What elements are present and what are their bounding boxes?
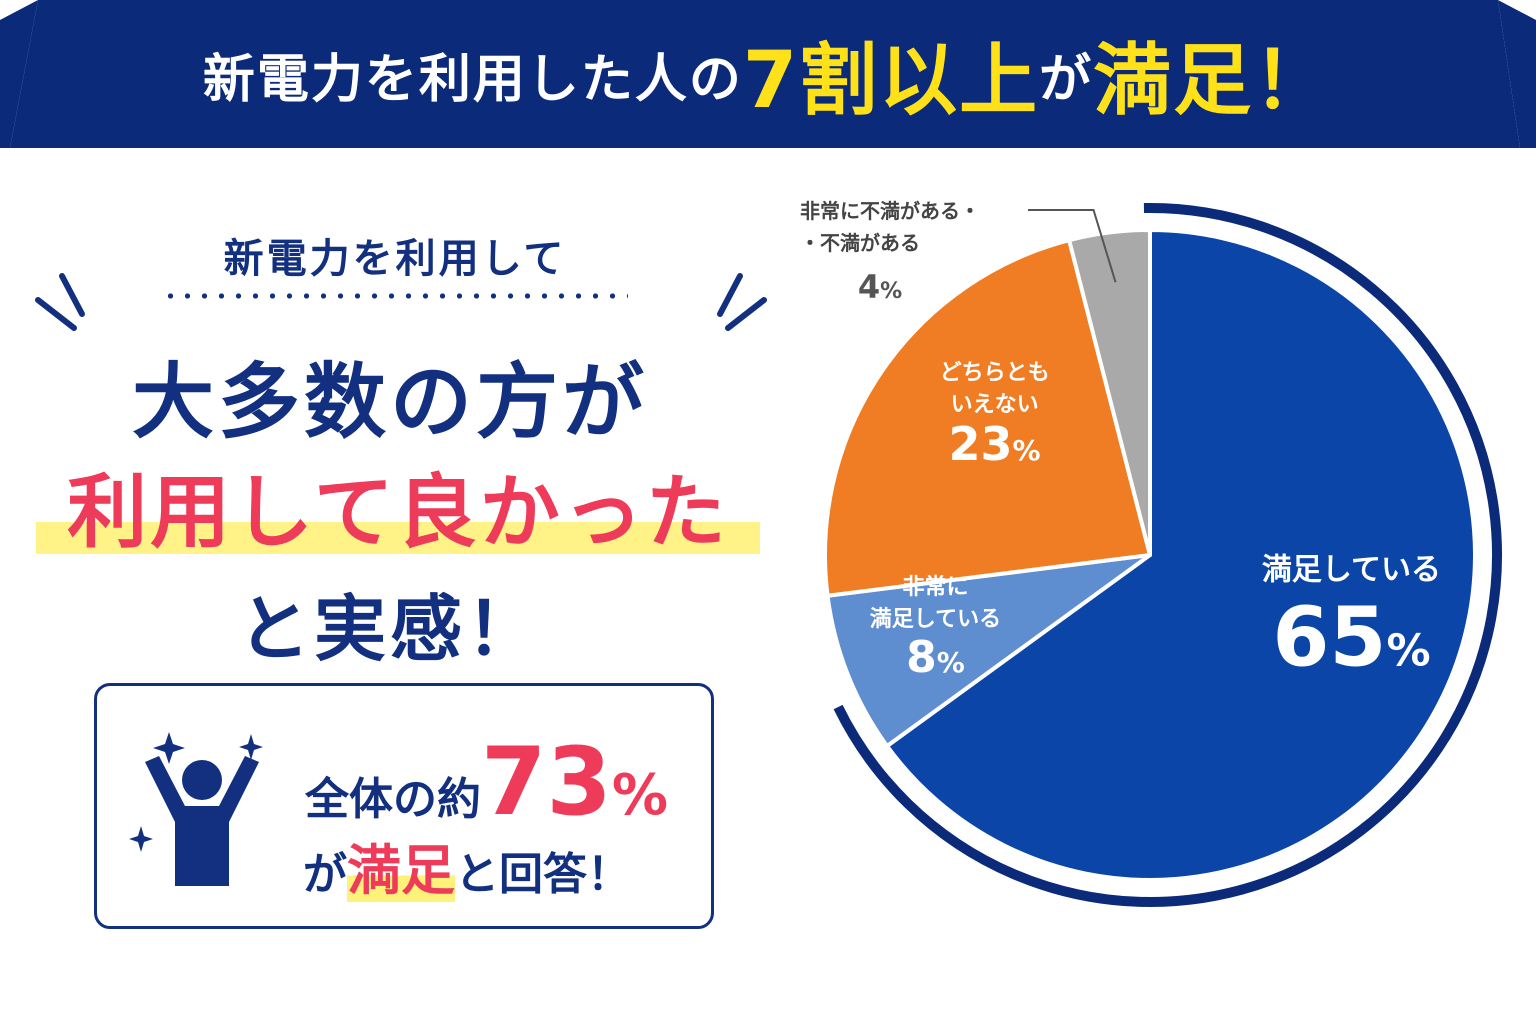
slice-label-text: 非常に [902,574,968,600]
headline-line1: 大多数の方が [131,355,648,450]
slice-label-text: ・不満がある [800,231,920,255]
headline-line3: と実感！ [237,587,542,671]
headline-highlight-bar [36,522,760,554]
header-title: 新電力を利用した人の 7割以上 が 満足！ [0,0,1536,148]
headline-line2-wrap: 利用して良かった [36,448,760,560]
slice-value-label: 65% [1272,591,1430,686]
slice-value-label: 23% [949,417,1041,471]
header-title-highlight2: 満足！ [1093,36,1334,126]
slice-satisfied [885,228,1477,882]
slice-label-text: 満足している [870,606,1001,632]
card-line2-highlight: 満足 [347,839,455,902]
slice-label-text: いえない [951,393,1039,418]
slice-label-text: 満足している [1262,552,1441,587]
header-banner: 新電力を利用した人の 7割以上 が 満足！ [0,0,1536,148]
pie-outer-arc [833,203,1502,907]
dotted-divider [162,293,628,299]
burst-lines-left-icon [35,273,85,331]
header-title-highlight: 7割以上 [742,36,1040,126]
card-number: 73 [481,728,612,837]
slice-dissatisfied [1067,228,1152,557]
leader-line [1028,209,1117,283]
header-title-part1: 新電力を利用した人の [202,49,743,110]
slice-neutral [823,238,1152,598]
slice-value-label: 8% [906,632,965,683]
card-line2: が満足と回答！ [303,826,631,905]
lead-text: 新電力を利用して [223,236,567,282]
card-prefix: 全体の約 [305,774,481,825]
header-title-part2: が [1039,49,1094,110]
cheering-person-icon [129,732,263,886]
burst-lines-right-icon [717,273,767,331]
slice-label-text: どちらとも [940,361,1050,386]
slice-very-satisfied [825,553,1152,749]
card-line2-post: と回答！ [455,849,631,900]
banner-shape [0,0,1536,148]
headline-line2: 利用して良かった [67,466,729,559]
card-line2-pre: が [303,849,347,900]
slice-label-text: 非常に不満がある・ [800,199,980,223]
card-line1: 全体の約73% [305,728,668,837]
summary-card: 全体の約73% が満足と回答！ [94,683,714,929]
card-percent: % [611,763,668,828]
slice-value-label: 4% [858,268,902,306]
